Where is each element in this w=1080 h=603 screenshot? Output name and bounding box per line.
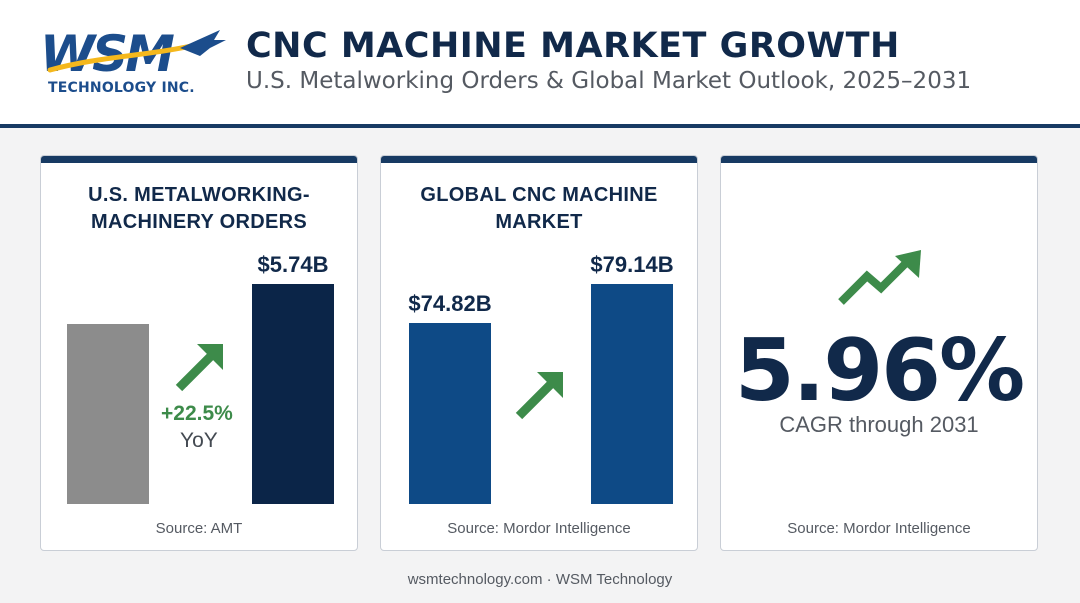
- company-logo[interactable]: WSM TECHNOLOGY INC.: [40, 26, 230, 100]
- yoy-label: YoY: [180, 429, 218, 452]
- bar-value-label: $74.82B: [408, 291, 492, 316]
- bar-2025: [409, 323, 491, 504]
- card-cagr: 5.96% CAGR through 2031 Source: Mordor I…: [720, 155, 1038, 551]
- card-accent: [41, 156, 357, 163]
- cagr-caption: CAGR through 2031: [779, 412, 979, 437]
- footer[interactable]: wsmtechnology.com · WSM Technology: [407, 571, 673, 588]
- logo-subtitle: TECHNOLOGY INC.: [48, 80, 195, 96]
- card-us-orders: U.S. METALWORKING- MACHINERY ORDERS $5.7…: [40, 155, 358, 551]
- yoy-percent: +22.5%: [161, 402, 233, 425]
- cagr-value: 5.96%: [734, 321, 1025, 421]
- card-title-line: GLOBAL CNC MACHINE: [420, 184, 658, 206]
- header-divider: [0, 124, 1080, 128]
- up-arrow-icon: [175, 344, 223, 392]
- card-title-line: MARKET: [495, 211, 583, 233]
- header: WSM TECHNOLOGY INC. CNC MACHINE MARKET G…: [0, 0, 1080, 126]
- source-note: Source: Mordor Intelligence: [787, 520, 971, 537]
- source-note: Source: AMT: [155, 520, 243, 537]
- card-global-market: GLOBAL CNC MACHINE MARKET $74.82B $79.14…: [380, 155, 698, 551]
- card-title: GLOBAL CNC MACHINE MARKET: [381, 182, 697, 236]
- card-title-line: U.S. METALWORKING-: [88, 184, 310, 206]
- bar-previous: [67, 324, 149, 504]
- card-title-line: MACHINERY ORDERS: [91, 211, 307, 233]
- bar-2026: [591, 284, 673, 504]
- up-arrow-icon: [515, 372, 563, 420]
- card-title: U.S. METALWORKING- MACHINERY ORDERS: [41, 182, 357, 236]
- source-note: Source: Mordor Intelligence: [447, 520, 631, 537]
- page-subtitle: U.S. Metalworking Orders & Global Market…: [246, 68, 972, 94]
- card-accent: [721, 156, 1037, 163]
- page-title: CNC MACHINE MARKET GROWTH: [246, 26, 900, 66]
- bar-current: [252, 284, 334, 504]
- bar-value-label: $5.74B: [257, 252, 329, 277]
- card-accent: [381, 156, 697, 163]
- jet-swoosh-icon: [47, 30, 226, 73]
- bar-value-label: $79.14B: [590, 252, 674, 277]
- trend-arrow-icon: [838, 250, 921, 305]
